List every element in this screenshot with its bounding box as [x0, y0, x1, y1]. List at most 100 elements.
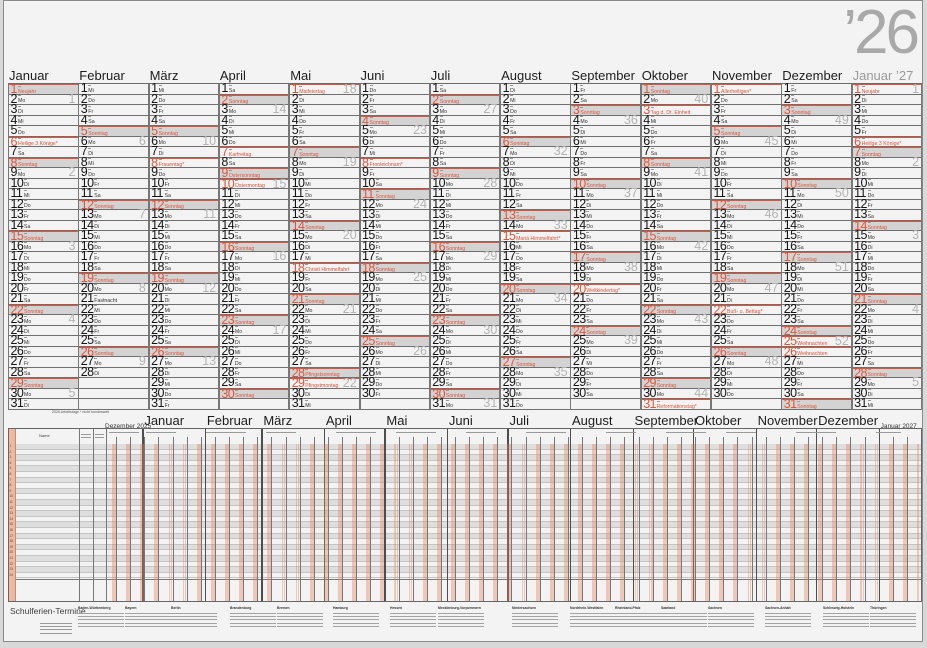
day-cell[interactable]: 30 Do	[712, 386, 781, 399]
day-cell[interactable]: 30 Sonntag	[219, 387, 289, 400]
day-cell[interactable]: 20 Sonntag	[501, 282, 570, 295]
planner-row[interactable]	[9, 511, 921, 517]
planner-row[interactable]	[9, 522, 921, 528]
day-cell[interactable]: 21 Sonntag	[290, 293, 359, 305]
day-cell[interactable]: 23 Do	[149, 313, 219, 326]
day-cell[interactable]: 24 Mo 30	[430, 323, 500, 336]
day-cell[interactable]: 23 Mo 4	[9, 313, 78, 326]
day-cell[interactable]: 17 Di	[9, 250, 78, 263]
day-cell[interactable]: 24 Mo 17	[219, 323, 289, 336]
day-cell[interactable]: 16 Sonntag	[430, 240, 500, 253]
day-cell[interactable]: 25 Mi	[9, 334, 78, 347]
day-cell[interactable]: 2 Mi	[501, 92, 570, 105]
day-cell[interactable]: 14 Fr	[219, 218, 289, 231]
day-cell[interactable]: 6 Do	[430, 134, 500, 147]
day-cell[interactable]: 6 Heilige 3 Könige*	[9, 135, 78, 148]
day-cell[interactable]: 16 Do	[79, 239, 148, 252]
day-cell[interactable]: 18 Do	[852, 260, 922, 273]
day-cell[interactable]: 18 Sonntag	[360, 261, 429, 274]
day-cell[interactable]: 29 Do	[360, 376, 429, 389]
day-cell[interactable]: 6 Heilige 3 Könige*	[852, 135, 922, 148]
day-cell[interactable]: 3 Mi	[290, 103, 359, 116]
day-cell[interactable]: 9 Di	[852, 166, 922, 179]
day-cell[interactable]: 12 Fr	[290, 197, 359, 210]
day-cell[interactable]: 12 Sonntag	[712, 198, 781, 211]
day-cell[interactable]: 3 Mi	[852, 103, 922, 116]
day-cell[interactable]: 10 Di	[9, 176, 78, 189]
day-cell[interactable]: 11 Mi	[641, 187, 711, 200]
day-cell[interactable]: 29 Mo 5	[852, 376, 922, 389]
day-cell[interactable]: 5 Sonntag	[149, 125, 219, 137]
day-cell[interactable]: 2 Mo 40	[641, 92, 711, 105]
day-cell[interactable]: 6 Fr	[641, 134, 711, 147]
planner-row[interactable]	[9, 466, 921, 472]
day-cell[interactable]: 5 Do	[9, 124, 78, 137]
day-cell[interactable]: 19 Fr	[852, 271, 922, 284]
day-cell[interactable]: 12 Mi	[430, 197, 500, 210]
day-cell[interactable]: 3 Mo 27	[430, 103, 500, 116]
day-cell[interactable]: 25 Sonntag	[360, 335, 429, 347]
day-cell[interactable]: 18 Mi	[9, 260, 78, 273]
day-cell[interactable]: 4 Di	[430, 113, 500, 126]
day-cell[interactable]: 26 Weihnachten	[782, 345, 851, 358]
day-cell[interactable]: 2 Do	[149, 92, 219, 105]
day-cell[interactable]: 6 Do	[219, 134, 289, 147]
day-cell[interactable]: 18 Sa	[712, 260, 781, 273]
day-cell[interactable]: 19 Di	[782, 271, 851, 284]
day-cell[interactable]: 29 Mi	[712, 376, 781, 389]
day-cell[interactable]: 21 Di	[712, 292, 781, 305]
day-cell[interactable]: 12 Di	[782, 197, 851, 210]
day-cell[interactable]: 19 Sa	[501, 271, 570, 284]
day-cell[interactable]: 10 Fr	[149, 176, 219, 189]
day-cell[interactable]: 4 Mo 36	[571, 113, 640, 126]
day-cell[interactable]: 25 Sa	[79, 334, 148, 347]
day-cell[interactable]: 24 Mi	[852, 323, 922, 336]
day-cell[interactable]: 24 Di	[9, 323, 78, 336]
day-cell[interactable]: 11 Mo 37	[571, 187, 640, 200]
day-cell[interactable]: 11 Di	[219, 187, 289, 200]
day-cell[interactable]: 3 Fr	[79, 103, 148, 116]
day-cell[interactable]: 10 Mo 28	[430, 176, 500, 189]
day-cell[interactable]: 4 Fr	[501, 113, 570, 126]
day-cell[interactable]: 3 Sa	[360, 103, 429, 116]
day-cell[interactable]: 13 Mi	[782, 208, 851, 221]
day-cell[interactable]: 29 Sonntag	[9, 377, 78, 389]
planner-row[interactable]	[9, 455, 921, 461]
day-cell[interactable]: 2 Do	[79, 92, 148, 105]
day-cell[interactable]: 9 Sa	[782, 166, 851, 179]
day-cell[interactable]: 2 Sonntag	[219, 93, 289, 106]
day-cell[interactable]: 13 Fr	[9, 208, 78, 221]
day-cell[interactable]: 22 Fr	[571, 302, 640, 315]
planner-row[interactable]	[9, 539, 921, 545]
day-cell[interactable]: 27 Sa	[290, 355, 359, 368]
day-cell[interactable]: 28 Di	[712, 365, 781, 378]
day-cell[interactable]: 21 Sa	[9, 292, 78, 305]
day-cell[interactable]: 1 Sa	[430, 82, 500, 95]
day-cell[interactable]: 27 Do	[219, 355, 289, 368]
day-cell[interactable]: 3 Mo 14	[219, 103, 289, 116]
day-cell[interactable]: 19 Fr	[290, 271, 359, 284]
day-cell[interactable]: 5 Fr	[290, 124, 359, 137]
day-cell[interactable]: 16 Mo 42	[641, 239, 711, 252]
day-cell[interactable]: 26 Sonntag	[79, 345, 148, 358]
day-cell[interactable]: 21 Mi	[360, 292, 429, 305]
day-cell[interactable]: 7 Mi	[360, 145, 429, 158]
planner-row[interactable]	[9, 500, 921, 506]
day-cell[interactable]: 22 Mi	[79, 302, 148, 315]
day-cell[interactable]: 20 Fr	[9, 281, 78, 294]
day-cell[interactable]: 26 Sa	[501, 344, 570, 357]
day-cell[interactable]: 19 Mi	[219, 271, 289, 284]
day-cell[interactable]: 30 Sa	[782, 386, 851, 399]
day-cell[interactable]: 16 Sa	[571, 239, 640, 252]
day-cell[interactable]: 18 Mo 51	[782, 260, 851, 273]
day-cell[interactable]: 10 Do	[501, 176, 570, 189]
day-cell[interactable]: 20 Di	[360, 281, 429, 294]
day-cell[interactable]: 17 Mi	[852, 250, 922, 263]
day-cell[interactable]: 20 Do	[430, 281, 500, 294]
day-cell[interactable]: 1 Neujahr	[9, 83, 78, 95]
day-cell[interactable]: 21 Sa	[641, 292, 711, 305]
day-cell[interactable]: 24 Fr	[149, 323, 219, 336]
day-cell[interactable]: 15 Fr	[782, 229, 851, 242]
day-cell[interactable]: 26 Do	[9, 344, 78, 357]
day-cell[interactable]: 21 Fr	[219, 292, 289, 305]
